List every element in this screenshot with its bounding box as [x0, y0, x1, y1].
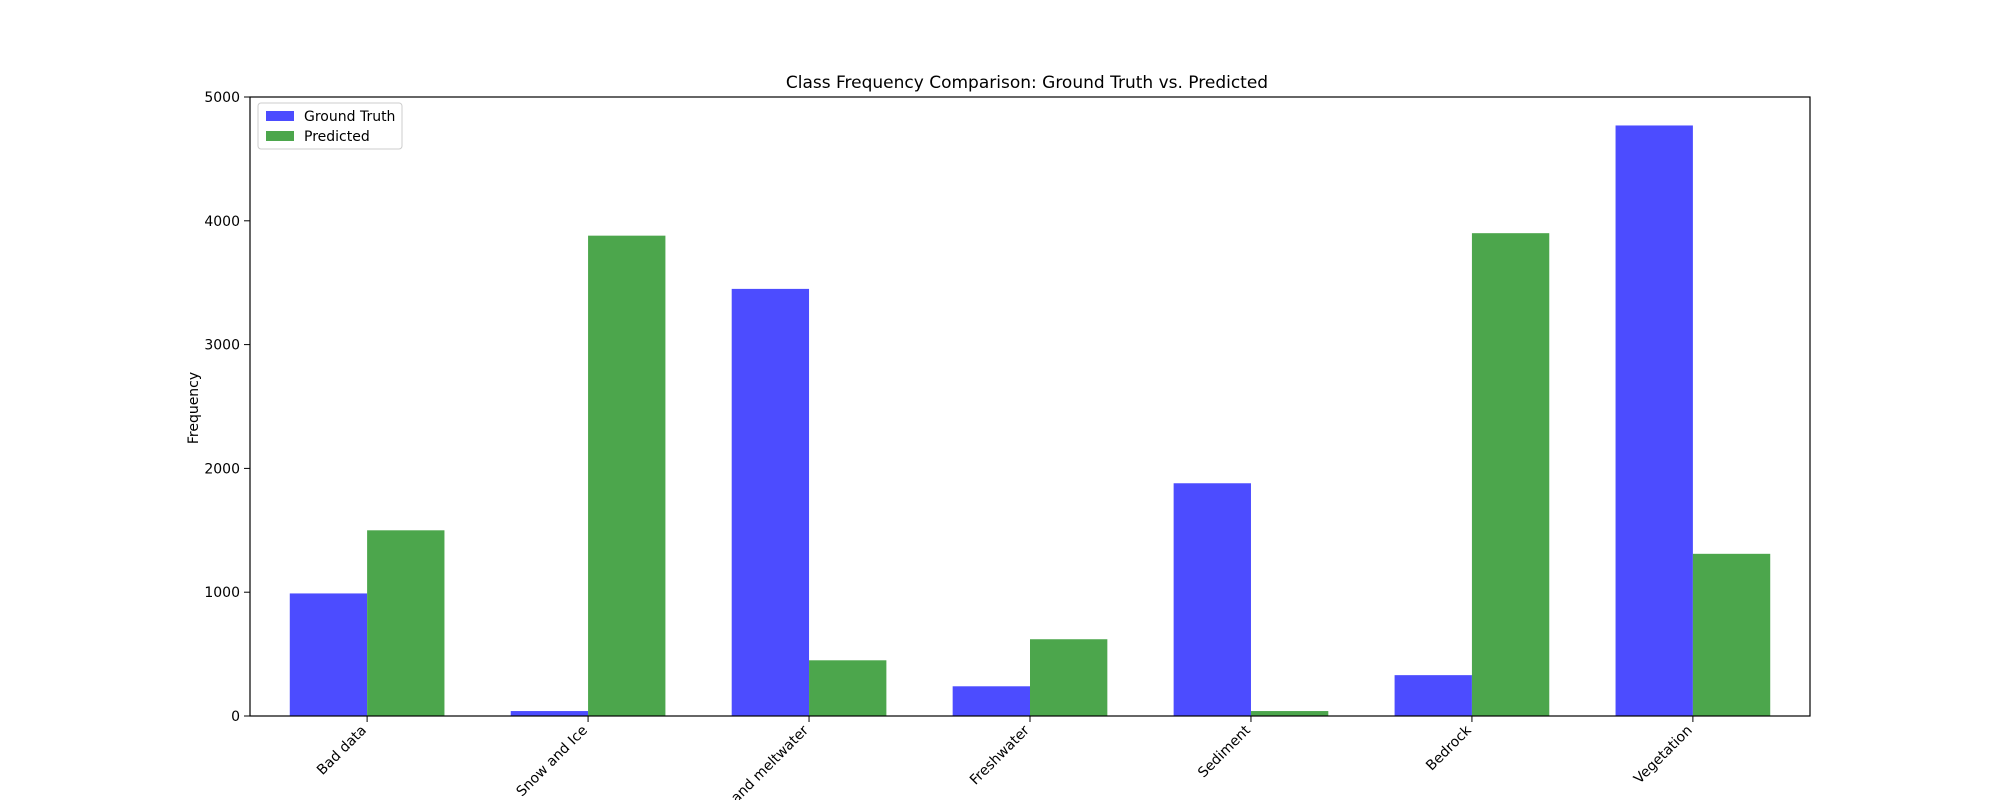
y-ticks-group: 0 1000 2000 3000 4000 5000 [204, 90, 250, 725]
bars-group [289, 125, 1771, 717]
bar-ground-truth-2 [731, 288, 810, 716]
x-tick-label: Bad data [314, 723, 370, 779]
bar-ground-truth-1 [510, 711, 589, 716]
x-tick-label: Freshwater [967, 722, 1033, 788]
y-tick-label: 3000 [204, 338, 240, 354]
plot-frame [249, 96, 1811, 717]
bar-ground-truth-4 [1173, 483, 1251, 716]
x-tick-label: and meltwater [728, 722, 812, 800]
bar-predicted-0 [367, 530, 445, 716]
x-ticks-group: Bad data Snow and Ice and meltwater Freshwa… [314, 716, 1696, 800]
y-tick-label: 2000 [204, 461, 240, 477]
legend-swatch-0 [266, 111, 294, 121]
y-tick-label: 0 [231, 709, 240, 725]
bar-predicted-1 [588, 235, 666, 716]
x-tick-label: Sediment [1195, 722, 1254, 781]
y-tick-label: 1000 [204, 585, 240, 601]
bar-ground-truth-5 [1394, 675, 1472, 716]
y-tick-label: 5000 [204, 90, 240, 106]
bar-ground-truth-0 [289, 593, 368, 716]
y-tick-label: 4000 [204, 214, 240, 230]
bar-ground-truth-3 [952, 686, 1030, 716]
legend-swatch-1 [266, 131, 294, 141]
chart-title: Class Frequency Comparison: Ground Truth… [786, 73, 1268, 93]
bar-ground-truth-6 [1615, 125, 1693, 717]
y-axis-label: Frequency [186, 372, 202, 444]
legend-label-1: Predicted [304, 129, 370, 145]
bar-predicted-6 [1692, 553, 1771, 716]
x-tick-label: Snow and Ice [513, 723, 590, 800]
bar-predicted-4 [1250, 711, 1329, 716]
legend: Ground Truth Predicted [257, 102, 403, 150]
bar-predicted-2 [809, 660, 887, 716]
bar-predicted-5 [1471, 233, 1550, 716]
legend-label-0: Ground Truth [304, 109, 395, 125]
x-tick-label: Vegetation [1631, 723, 1696, 788]
x-tick-label: Bedrock [1423, 722, 1475, 774]
bar-predicted-3 [1030, 639, 1108, 716]
